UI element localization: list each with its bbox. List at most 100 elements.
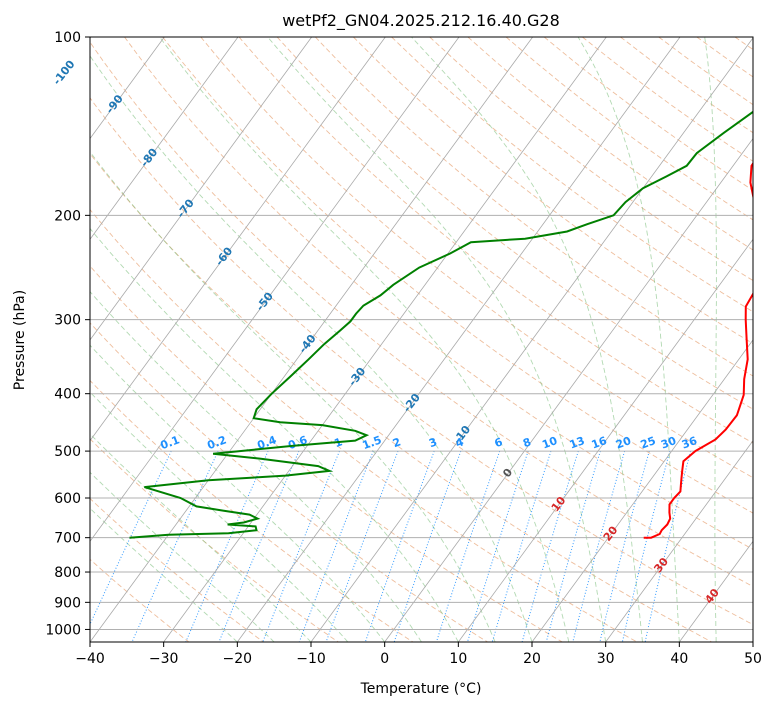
dry-adiabat: [543, 37, 753, 191]
y-tick-label: 900: [54, 595, 81, 611]
mixing-ratio-line: [644, 450, 692, 642]
isotherm-line: [237, 37, 681, 642]
moist-adiabat: [90, 291, 422, 642]
isotherm-line: [531, 339, 753, 642]
isotherm-line: [458, 238, 753, 642]
dry-adiabat: [658, 37, 753, 106]
dry-adiabat: [90, 152, 713, 642]
mixing-ratio-line: [466, 450, 529, 642]
mixing-ratio-label: 0.2: [205, 433, 228, 452]
mixing-ratio-label: 8: [521, 435, 533, 450]
y-tick-label: 100: [54, 30, 81, 46]
moist-adiabat: [90, 433, 312, 642]
x-tick-label: −40: [75, 651, 105, 667]
isotherm-label: -20: [400, 391, 423, 415]
isotherm-label: -50: [254, 290, 277, 314]
dry-adiabat: [90, 97, 753, 626]
y-tick-label: 800: [54, 565, 81, 581]
mixing-ratio-line: [545, 450, 601, 642]
isotherm-label: -80: [138, 146, 161, 170]
isotherm-line: [90, 37, 386, 442]
dry-adiabat: [90, 208, 638, 642]
dry-adiabat: [90, 41, 753, 588]
mixing-ratio-line: [298, 450, 374, 642]
y-tick-label: 500: [54, 444, 81, 460]
mixing-ratio-line: [621, 450, 671, 642]
x-tick-label: 20: [523, 651, 541, 667]
dry-adiabat: [276, 37, 753, 410]
moist-adiabat: [411, 37, 643, 642]
isotherm-line: [384, 137, 753, 642]
mixing-ratio-label: 0.1: [159, 433, 182, 452]
mixing-ratio-line: [393, 450, 462, 642]
moist-adiabat: [577, 37, 680, 642]
dry-adiabat: [90, 265, 564, 642]
dry-adiabat: [90, 322, 489, 642]
dry-adiabat: [353, 37, 753, 345]
moist-adiabat: [704, 37, 717, 642]
isotherm-label: -30: [346, 365, 369, 389]
isotherm-label: 40: [702, 586, 722, 606]
mixing-ratio-label: 36: [680, 434, 699, 452]
mixing-ratio-label: 4: [454, 435, 466, 450]
isotherm-line: [90, 37, 534, 642]
dry-adiabat: [162, 37, 753, 514]
moist-adiabat: [267, 37, 607, 642]
isotherm-line: [752, 641, 753, 642]
moist-adiabat: [159, 37, 570, 642]
mixing-ratio-label: 30: [659, 434, 678, 452]
mixing-ratio-label: 10: [540, 434, 559, 452]
x-axis-ticks: −40 −30 −20 −10 0 10 20 30 40 50: [75, 642, 762, 667]
moist-adiabat: [90, 227, 459, 642]
isotherm-line: [310, 37, 753, 642]
dry-adiabat: [90, 438, 340, 642]
isotherm-label: -100: [50, 58, 77, 88]
moist-adiabat: [90, 55, 533, 642]
mixing-ratio-label: 0.6: [286, 433, 309, 452]
dry-adiabat: [391, 37, 753, 313]
mixing-ratio-line: [572, 450, 626, 642]
mixing-ratio-line: [435, 450, 501, 642]
x-tick-label: −20: [223, 651, 253, 667]
isotherm-line: [163, 37, 607, 642]
x-tick-label: 30: [597, 651, 615, 667]
isotherm-line: [90, 37, 460, 542]
mixing-ratio-line: [185, 450, 269, 642]
dry-adiabat: [238, 37, 753, 444]
mixing-ratio-labels: 0.1 0.2 0.4 0.6 1 1.5 2 3 4 6 8 10 13 16 20 25 30 36: [159, 433, 699, 452]
x-tick-label: 50: [744, 651, 762, 667]
x-tick-label: 10: [449, 651, 467, 667]
mixing-ratio-line: [599, 450, 650, 642]
isotherm-line: [90, 37, 165, 140]
mixing-ratio-line: [325, 450, 399, 642]
isotherm-line: [90, 37, 239, 240]
mixing-ratio-label: 3: [427, 435, 439, 450]
isotherm-label: -90: [103, 92, 126, 116]
mixing-ratio-label: 6: [493, 435, 505, 450]
x-tick-label: 40: [670, 651, 688, 667]
moist-adiabat: [90, 391, 349, 642]
mixing-ratio-line: [90, 450, 172, 626]
y-tick-label: 300: [54, 313, 81, 329]
x-tick-label: 0: [380, 651, 389, 667]
mixing-ratio-label: 13: [568, 434, 587, 451]
moist-adiabat: [90, 507, 238, 642]
dry-adiabat: [734, 37, 753, 51]
dry-adiabat: [200, 37, 753, 479]
mixing-ratio-label: 16: [590, 434, 609, 452]
y-tick-label: 700: [54, 531, 81, 547]
isotherm-label: -60: [213, 244, 236, 268]
isotherm-line: [605, 439, 753, 642]
mixing-ratio-line: [218, 450, 300, 642]
isotherm-label: 10: [549, 494, 569, 514]
mixing-ratio-label: 25: [639, 434, 658, 451]
mixing-ratio-label: 20: [614, 434, 633, 452]
isotherm-line: [90, 37, 313, 341]
x-tick-label: −10: [296, 651, 326, 667]
sounding-profiles: [129, 110, 753, 539]
mixing-ratio-line: [521, 450, 579, 642]
y-tick-label: 200: [54, 208, 81, 224]
y-axis-ticks: 100 200 300 400 500 600 700 800 900 1000: [45, 30, 90, 638]
